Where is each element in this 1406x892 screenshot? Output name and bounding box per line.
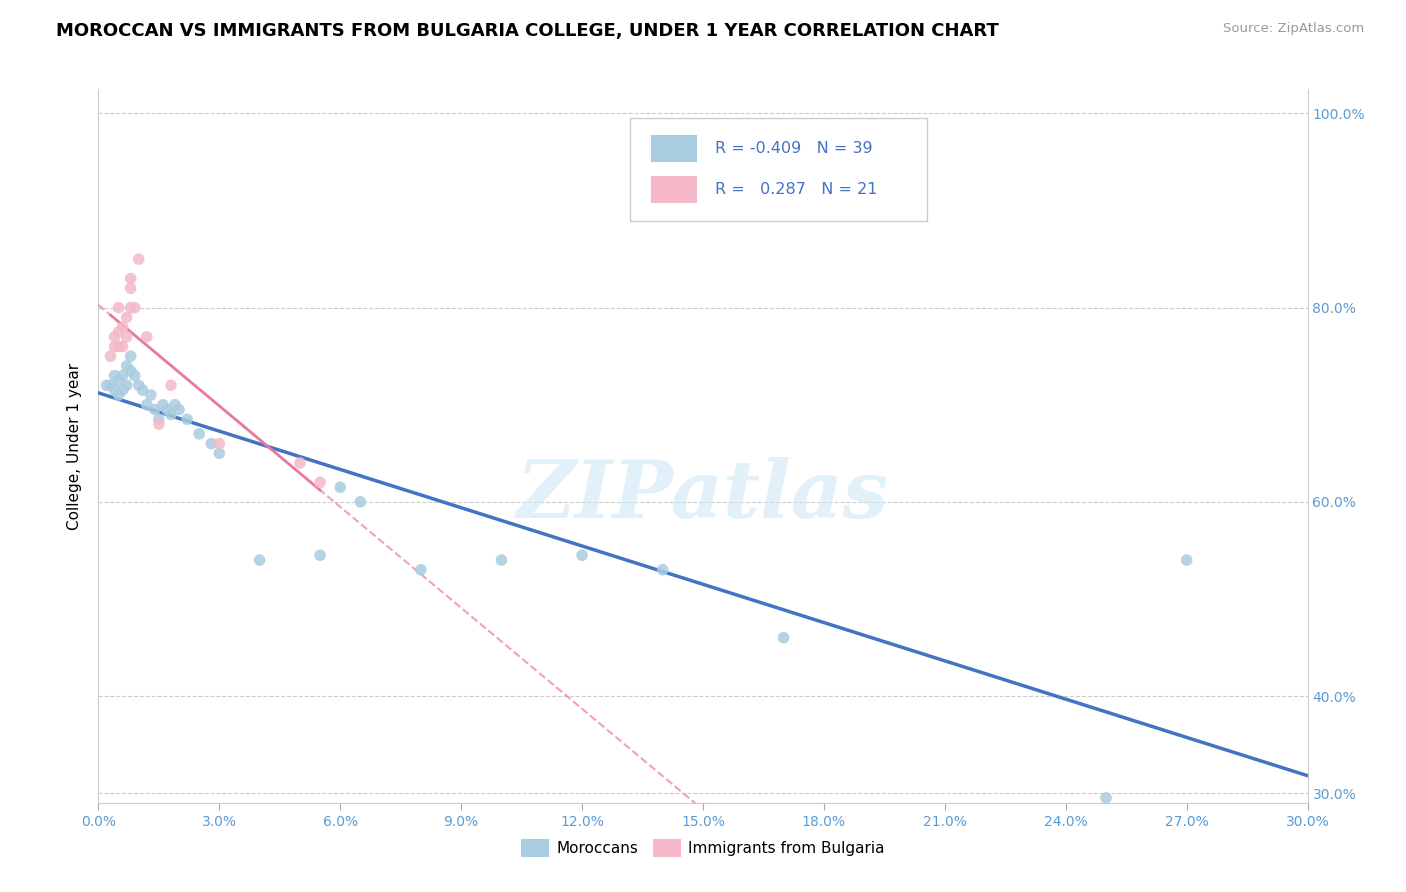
Point	[148, 412, 170, 426]
Point	[160, 378, 183, 392]
Point	[111, 320, 134, 334]
Point	[409, 563, 432, 577]
Point	[103, 383, 125, 397]
Legend: Moroccans, Immigrants from Bulgaria: Moroccans, Immigrants from Bulgaria	[515, 833, 891, 863]
Point	[349, 495, 371, 509]
Point	[124, 368, 146, 383]
Point	[111, 339, 134, 353]
Point	[103, 339, 125, 353]
Point	[160, 408, 183, 422]
Point	[1175, 553, 1198, 567]
Point	[120, 301, 142, 315]
Point	[208, 436, 231, 450]
Point	[148, 417, 170, 432]
Point	[115, 378, 138, 392]
Point	[120, 349, 142, 363]
Point	[103, 330, 125, 344]
Point	[115, 330, 138, 344]
Y-axis label: College, Under 1 year: College, Under 1 year	[67, 362, 83, 530]
Point	[115, 359, 138, 373]
FancyBboxPatch shape	[651, 176, 697, 202]
Point	[128, 252, 150, 266]
Point	[176, 412, 198, 426]
Point	[1095, 791, 1118, 805]
Point	[309, 548, 332, 562]
Point	[128, 378, 150, 392]
Point	[163, 398, 186, 412]
Point	[96, 378, 118, 392]
Point	[329, 480, 352, 494]
Text: ZIPatlas: ZIPatlas	[517, 458, 889, 534]
Point	[288, 456, 311, 470]
Point	[120, 281, 142, 295]
Point	[167, 402, 190, 417]
Point	[132, 383, 155, 397]
Point	[571, 548, 593, 562]
FancyBboxPatch shape	[651, 135, 697, 162]
Point	[772, 631, 794, 645]
Point	[115, 310, 138, 325]
Point	[249, 553, 271, 567]
Point	[107, 374, 129, 388]
Point	[143, 402, 166, 417]
Point	[188, 426, 211, 441]
Point	[152, 398, 174, 412]
Point	[491, 553, 513, 567]
Point	[111, 368, 134, 383]
Point	[135, 398, 157, 412]
Point	[309, 475, 332, 490]
Point	[120, 271, 142, 285]
Point	[208, 446, 231, 460]
Point	[107, 388, 129, 402]
Text: Source: ZipAtlas.com: Source: ZipAtlas.com	[1223, 22, 1364, 36]
FancyBboxPatch shape	[630, 118, 927, 221]
Point	[135, 330, 157, 344]
Text: MOROCCAN VS IMMIGRANTS FROM BULGARIA COLLEGE, UNDER 1 YEAR CORRELATION CHART: MOROCCAN VS IMMIGRANTS FROM BULGARIA COL…	[56, 22, 1000, 40]
Point	[103, 368, 125, 383]
Point	[100, 378, 122, 392]
Point	[100, 349, 122, 363]
Text: R = -0.409   N = 39: R = -0.409 N = 39	[716, 141, 873, 156]
Point	[200, 436, 222, 450]
Point	[120, 364, 142, 378]
Point	[139, 388, 162, 402]
Text: R =   0.287   N = 21: R = 0.287 N = 21	[716, 182, 877, 196]
Point	[107, 339, 129, 353]
Point	[124, 301, 146, 315]
Point	[111, 383, 134, 397]
Point	[156, 402, 179, 417]
Point	[107, 301, 129, 315]
Point	[107, 325, 129, 339]
Point	[651, 563, 673, 577]
